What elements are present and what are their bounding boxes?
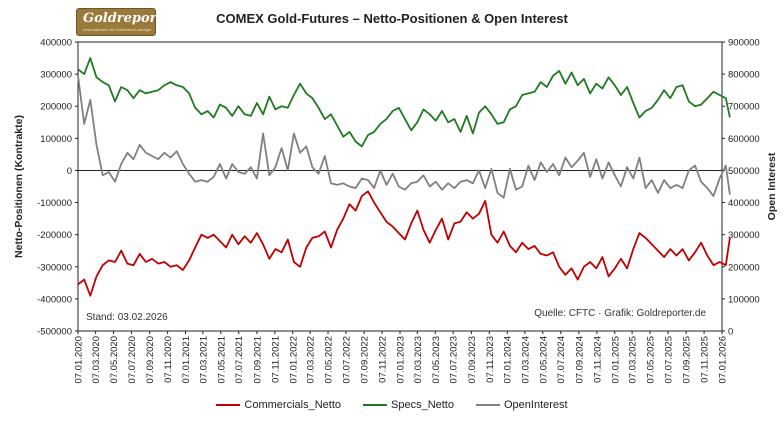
- y-right-tick-label: 400000: [728, 198, 760, 209]
- x-tick-label: 07.03.2020: [91, 336, 102, 384]
- x-tick-label: 07.11.2024: [592, 336, 603, 383]
- x-tick-label: 07.05.2022: [324, 336, 335, 384]
- goldreporter-logo: Goldreporter Informationen für Edelmetal…: [76, 8, 178, 36]
- x-tick-label: 07.11.2023: [485, 336, 496, 383]
- x-tick-label: 07.09.2025: [682, 336, 693, 384]
- x-tick-label: 07.11.2025: [700, 336, 711, 383]
- x-tick-label: 07.03.2023: [413, 336, 424, 384]
- x-tick-label: 07.09.2024: [574, 336, 585, 384]
- x-tick-label: 07.09.2023: [467, 336, 478, 384]
- commercials-netto-line: [77, 190, 731, 297]
- y-right-tick-label: 200000: [728, 262, 760, 273]
- x-tick-label: 07.03.2025: [628, 336, 639, 384]
- x-tick-label: 07.07.2022: [341, 336, 352, 384]
- x-tick-label: 07.05.2020: [109, 336, 120, 384]
- x-tick-label: 07.09.2022: [360, 336, 371, 384]
- x-tick-label: 07.07.2020: [127, 336, 138, 384]
- y-left-axis-title: Netto-Positionen (Kontrakte): [13, 115, 25, 258]
- chart-title: COMEX Gold-Futures – Netto-Positionen & …: [216, 11, 568, 26]
- chart-legend: Commercials_Netto Specs_Netto OpenIntere…: [0, 399, 784, 411]
- y-right-axis-title: Open Interest: [766, 152, 778, 220]
- x-tick-label: 07.01.2026: [718, 336, 729, 384]
- y-left-tick-label: 300000: [40, 70, 72, 81]
- x-tick-label: 07.09.2020: [145, 336, 156, 384]
- y-right-tick-label: 300000: [728, 230, 760, 241]
- legend-label-specs: Specs_Netto: [391, 399, 454, 411]
- y-left-tick-label: -400000: [37, 294, 72, 305]
- y-right-tick-label: 700000: [728, 102, 760, 113]
- x-tick-label: 07.03.2022: [306, 336, 317, 384]
- x-tick-label: 07.01.2020: [74, 336, 85, 384]
- legend-swatch-open-interest: [475, 404, 500, 406]
- y-left-tick-label: 200000: [40, 102, 72, 113]
- source-label: Quelle: CFTC · Grafik: Goldreporter.de: [534, 308, 706, 319]
- x-tick-label: 07.05.2023: [431, 336, 442, 384]
- legend-swatch-specs: [363, 404, 387, 406]
- legend-label-open-interest: OpenInterest: [503, 399, 568, 411]
- stand-date-label: Stand: 03.02.2026: [86, 312, 168, 323]
- x-tick-label: 07.07.2024: [556, 336, 567, 384]
- x-tick-label: 07.07.2021: [234, 336, 245, 384]
- y-left-tick-label: 400000: [40, 38, 72, 49]
- legend-item-specs: Specs_Netto: [363, 399, 454, 411]
- legend-item-open-interest: OpenInterest: [475, 399, 568, 411]
- x-tick-label: 07.01.2023: [396, 336, 407, 384]
- x-tick-label: 07.11.2021: [270, 336, 281, 383]
- x-tick-label: 07.07.2023: [449, 336, 460, 384]
- x-tick-label: 07.03.2024: [520, 336, 531, 384]
- x-tick-label: 07.09.2021: [252, 336, 263, 384]
- y-left-tick-label: -300000: [37, 262, 72, 273]
- logo-wordmark: Goldreporter: [83, 11, 178, 26]
- x-tick-label: 07.11.2022: [378, 336, 389, 383]
- y-right-tick-label: 900000: [728, 38, 760, 49]
- x-tick-label: 07.01.2025: [610, 336, 621, 384]
- x-tick-label: 07.07.2025: [663, 336, 674, 384]
- y-right-tick-label: 500000: [728, 166, 760, 177]
- x-tick-label: 07.05.2021: [216, 336, 227, 384]
- y-left-tick-label: -200000: [37, 230, 72, 241]
- legend-swatch-commercials: [216, 404, 241, 406]
- y-left-tick-label: -500000: [37, 327, 72, 338]
- open-interest-line: [77, 75, 731, 199]
- y-right-tick-label: 800000: [728, 70, 760, 81]
- y-right-tick-label: 100000: [728, 294, 760, 305]
- specs-netto-line: [77, 57, 731, 148]
- y-right-tick-label: 0: [728, 327, 733, 338]
- legend-item-commercials: Commercials_Netto: [216, 399, 341, 411]
- x-tick-label: 07.05.2025: [646, 336, 657, 384]
- y-left-tick-label: 100000: [40, 134, 72, 145]
- y-left-tick-label: 0: [67, 166, 72, 177]
- x-tick-label: 07.01.2024: [503, 336, 514, 384]
- x-tick-label: 07.01.2021: [181, 336, 192, 384]
- logo-tagline: Informationen für Edelmetall-Anleger: [83, 27, 152, 32]
- x-tick-label: 07.11.2020: [163, 336, 174, 383]
- y-left-tick-label: -100000: [37, 198, 72, 209]
- legend-label-commercials: Commercials_Netto: [244, 399, 341, 411]
- x-tick-label: 07.03.2021: [198, 336, 209, 384]
- x-tick-label: 07.05.2024: [538, 336, 549, 384]
- y-right-tick-label: 600000: [728, 134, 760, 145]
- x-tick-label: 07.01.2022: [288, 336, 299, 384]
